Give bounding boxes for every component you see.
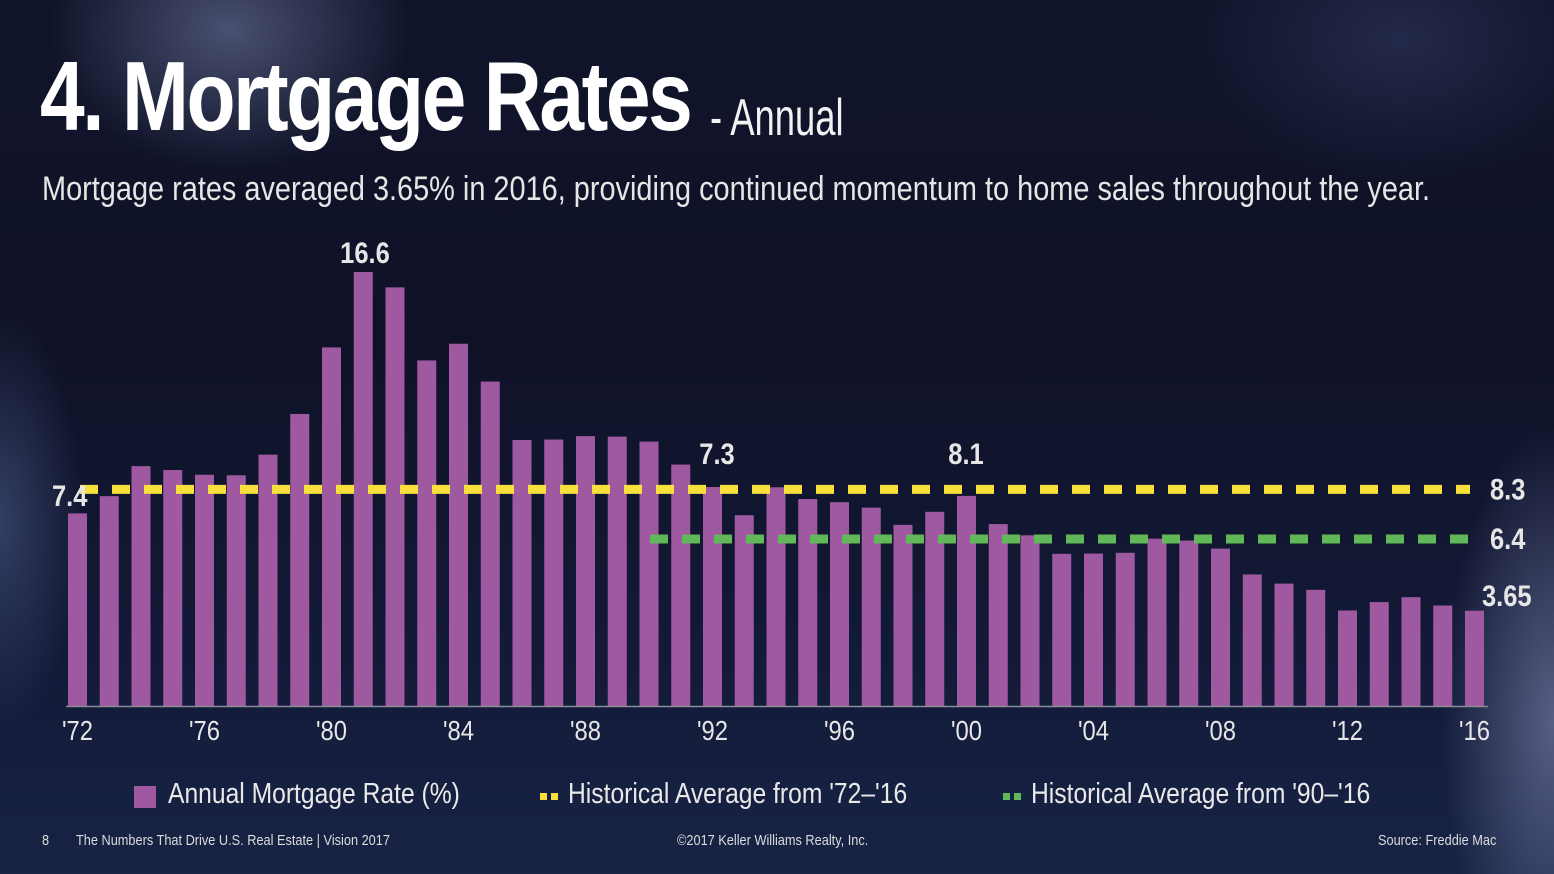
legend-label: Historical Average from '72–'16 <box>568 778 908 810</box>
bar-1996 <box>830 502 849 706</box>
x-tick-label: '92 <box>697 714 728 746</box>
title-main: 4. Mortgage Rates <box>40 41 693 151</box>
bar-1985 <box>480 381 500 706</box>
bar-1981 <box>353 271 373 706</box>
bar-1979 <box>290 413 310 706</box>
bar-2011 <box>1306 589 1326 706</box>
bar-1980 <box>322 347 341 706</box>
copyright: ©2017 Keller Williams Realty, Inc. <box>677 832 869 849</box>
x-tick-label: '16 <box>1459 714 1490 746</box>
bar-2008 <box>1211 548 1230 706</box>
bar-2001 <box>988 524 1008 706</box>
x-tick-label: '72 <box>62 714 93 746</box>
x-tick-label: '84 <box>443 714 474 746</box>
bar-1975 <box>163 470 183 706</box>
legend-swatch-dash <box>540 793 558 800</box>
bar-1998 <box>893 524 913 706</box>
legend: Annual Mortgage Rate (%) Historical Aver… <box>0 778 1554 818</box>
bar-1990 <box>639 441 659 706</box>
bar-2016 <box>1465 610 1484 706</box>
bar-1993 <box>734 515 754 706</box>
bar-1976 <box>195 474 214 706</box>
bar-2009 <box>1242 574 1262 706</box>
bar-1994 <box>766 487 786 706</box>
x-tick-label: '96 <box>824 714 855 746</box>
legend-item-avg-90-16: Historical Average from '90–'16 <box>1003 778 1430 811</box>
source-note: Source: Freddie Mac <box>1378 832 1497 849</box>
bar-2003 <box>1052 553 1072 706</box>
data-label-2000: 8.1 <box>948 437 983 470</box>
bar-1974 <box>131 466 151 706</box>
bar-2010 <box>1274 583 1294 706</box>
x-tick-label: '04 <box>1078 714 1109 746</box>
x-tick-label: '76 <box>189 714 220 746</box>
bar-1978 <box>258 454 278 706</box>
x-tick-label: '80 <box>316 714 347 746</box>
reference-line-label: 8.3 <box>1490 472 1525 505</box>
bar-1986 <box>512 440 532 706</box>
bar-2015 <box>1433 605 1453 706</box>
x-tick-label: '08 <box>1205 714 1236 746</box>
subtitle: Mortgage rates averaged 3.65% in 2016, p… <box>42 170 1431 208</box>
bar-1973 <box>99 496 119 706</box>
x-tick-label: '88 <box>570 714 601 746</box>
x-tick-label: '12 <box>1332 714 1363 746</box>
legend-label: Historical Average from '90–'16 <box>1031 778 1371 810</box>
bar-1997 <box>861 507 881 706</box>
bar-1988 <box>576 436 595 706</box>
bar-2013 <box>1369 602 1389 706</box>
data-label-1993: 7.3 <box>699 437 734 470</box>
title-suffix: - Annual <box>710 89 844 147</box>
bar-1972 <box>68 513 87 706</box>
bar-2005 <box>1115 552 1135 706</box>
data-label-1981: 16.6 <box>340 236 390 269</box>
reference-line-label: 6.4 <box>1490 522 1526 555</box>
data-label-1972: 7.4 <box>52 479 88 512</box>
legend-item-annual-rate: Annual Mortgage Rate (%) <box>134 778 511 811</box>
legend-item-avg-72-16: Historical Average from '72–'16 <box>540 778 967 811</box>
bar-1983 <box>417 360 437 706</box>
bar-1984 <box>449 343 468 706</box>
bar-2006 <box>1147 538 1167 706</box>
bar-2014 <box>1401 597 1421 706</box>
page-title: 4. Mortgage Rates - Annual <box>40 40 844 153</box>
legend-swatch-dash <box>1003 793 1021 800</box>
bar-1991 <box>671 464 691 706</box>
bar-1995 <box>798 499 818 706</box>
bar-2004 <box>1084 553 1103 706</box>
bar-1992 <box>703 487 722 706</box>
bar-2007 <box>1179 540 1199 706</box>
bar-1989 <box>607 436 627 706</box>
bar-1999 <box>925 511 945 706</box>
data-label-2016: 3.65 <box>1482 579 1532 612</box>
x-tick-label: '00 <box>951 714 982 746</box>
legend-swatch-bar <box>134 785 156 808</box>
bar-1982 <box>385 287 405 706</box>
page-number: 8 <box>42 832 50 849</box>
publication-name: The Numbers That Drive U.S. Real Estate … <box>76 832 390 849</box>
bar-1987 <box>544 439 564 706</box>
legend-label: Annual Mortgage Rate (%) <box>168 778 460 810</box>
bar-2002 <box>1020 535 1040 706</box>
bar-2012 <box>1338 610 1357 706</box>
bar-2000 <box>957 495 976 706</box>
bar-1977 <box>226 475 246 706</box>
